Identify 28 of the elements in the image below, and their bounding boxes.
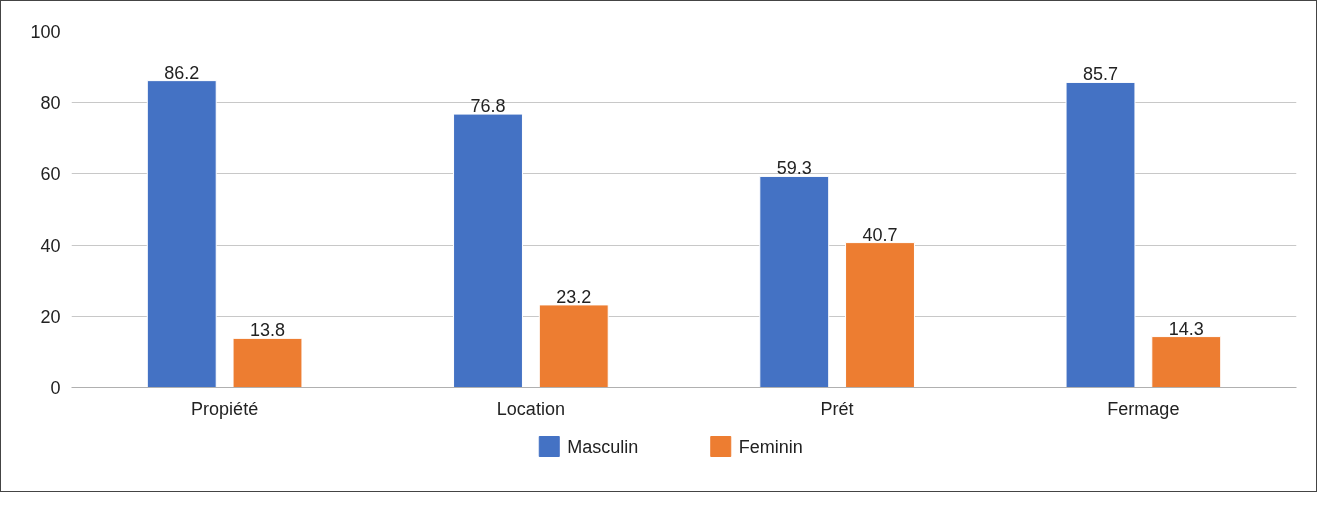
bar: [232, 337, 303, 388]
data-label: 76.8: [470, 96, 506, 117]
bar: [146, 80, 217, 388]
x-tick-label: Fermage: [1107, 398, 1180, 419]
y-tick-label: 40: [40, 235, 61, 256]
bar: [845, 242, 915, 388]
legend-label: Feminin: [738, 436, 803, 457]
bar: [538, 304, 609, 388]
data-label: 85.7: [1082, 64, 1119, 85]
data-label: 86.2: [164, 62, 200, 83]
bar: [453, 113, 523, 388]
data-label: 14.3: [1168, 318, 1204, 339]
y-tick-label: 20: [40, 306, 61, 327]
x-tick-label: Prét: [820, 398, 854, 419]
y-tick-label: 100: [30, 22, 61, 42]
legend-label: Masculin: [567, 436, 639, 457]
data-label: 23.2: [556, 286, 592, 307]
bar: [759, 175, 830, 388]
data-label: 13.8: [249, 320, 286, 341]
data-label: 59.3: [776, 158, 812, 179]
x-tick-label: Location: [496, 398, 565, 419]
x-tick-label: Propiété: [191, 398, 259, 419]
data-label: 40.7: [862, 224, 898, 245]
y-tick-label: 60: [40, 164, 61, 185]
y-tick-label: 0: [50, 378, 61, 398]
bar: [1065, 81, 1136, 388]
bar: [1151, 336, 1222, 388]
y-tick-label: 80: [40, 93, 61, 114]
